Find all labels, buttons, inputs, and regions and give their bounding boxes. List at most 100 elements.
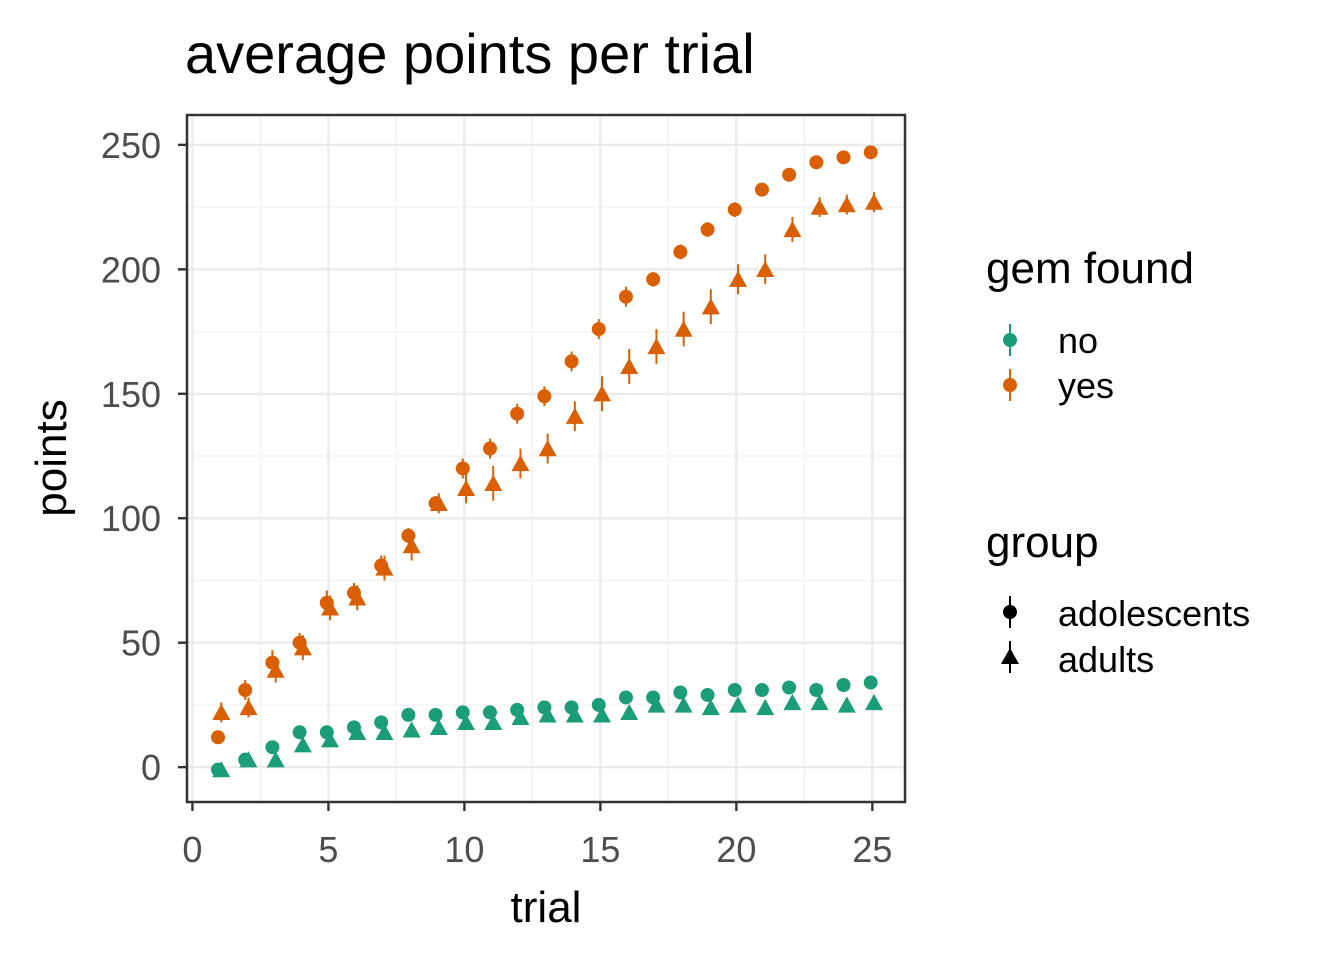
data-point-yes-adolescents [700,222,715,237]
x-tick-label: 15 [580,829,620,870]
data-point-no-adults [348,723,367,740]
grid [187,115,905,802]
x-tick-label: 0 [182,829,202,870]
data-point-yes-adolescents [646,272,661,287]
data-point-no-adolescents [809,682,824,697]
data-point-no-adolescents [700,687,715,702]
data-point-yes-adolescents [863,145,878,160]
data-point-no-adults [837,696,856,713]
data-point-yes-adults [701,298,720,315]
y-tick-label: 150 [101,374,161,415]
data-point-yes-adolescents [455,461,470,476]
data-point-yes-adolescents [537,389,552,404]
data-point-no-adults [375,723,394,740]
data-point-yes-adults [293,639,312,656]
x-tick-label: 20 [716,829,756,870]
y-tick-label: 100 [101,498,161,539]
data-point-no-adolescents [673,685,688,700]
data-point-no-adolescents [727,682,742,697]
data-point-yes-adults [375,559,394,576]
data-point-yes-adults [674,320,693,337]
data-point-yes-adults [484,474,503,492]
data-point-yes-adults [266,661,285,678]
data-point-no-adults [593,706,612,723]
data-point-no-adults [511,708,530,726]
data-point-yes-adolescents [754,182,769,197]
data-point-yes-adults [239,698,258,716]
data-point-yes-adults [565,407,584,424]
chart-title: average points per trial [185,22,755,85]
legend-no-swatch [1003,333,1017,347]
data-point-yes-adolescents [510,406,525,421]
data-point-no-adolescents [782,680,797,695]
data-point-yes-adolescents [211,730,226,745]
data-point-yes-adults [429,494,448,511]
data-point-yes-adolescents [564,354,579,369]
legend-adolescents-swatch [1003,605,1017,619]
data-point-no-adults [810,693,829,711]
legend-yes-swatch [1003,378,1017,392]
data-point-no-adults [239,751,258,768]
data-point-yes-adults [837,196,856,213]
data-point-no-adults [674,696,693,713]
data-point-no-adults [266,751,285,768]
data-point-yes-adolescents [836,150,851,165]
data-point-yes-adults [864,193,883,210]
data-point-yes-adolescents [809,155,824,170]
data-point-no-adolescents [863,675,878,690]
data-point-no-adolescents [618,690,633,705]
data-point-no-adults [402,721,421,738]
legend-group: group adolescents adults [986,518,1250,680]
data-point-no-adults [293,736,312,753]
data-point-yes-adolescents [727,202,742,217]
legend-yes-label: yes [1058,365,1114,406]
data-point-yes-adolescents [782,167,797,182]
legend-adults-label: adults [1058,639,1154,680]
data-point-no-adolescents [265,740,280,755]
x-axis-title: trial [511,883,582,932]
legend-gem-found: gem found no yes [986,244,1194,406]
data-point-yes-adults [538,440,557,457]
data-point-no-adults [457,713,476,730]
data-point-yes-adults [783,221,802,238]
data-point-no-adults [538,706,557,723]
data-point-yes-adolescents [482,441,497,456]
legend-adolescents-label: adolescents [1058,593,1250,634]
y-tick-label: 200 [101,249,161,290]
legend-group-title: group [986,518,1099,567]
data-point-yes-adults [647,337,666,355]
data-point-yes-adolescents [238,682,253,697]
data-point-no-adults [429,718,448,735]
plot-border [185,113,907,804]
data-point-no-adults [565,706,584,723]
y-tick-label: 250 [101,125,161,166]
data-point-yes-adults [457,479,476,497]
data-point-no-adults [729,696,748,713]
data-points [211,145,883,778]
data-point-yes-adults [729,270,748,287]
data-point-no-adults [484,713,503,730]
data-point-yes-adults [810,198,829,215]
x-tick-label: 10 [444,829,484,870]
data-point-no-adults [783,693,802,711]
data-point-no-adults [701,698,720,716]
data-point-yes-adolescents [673,244,688,259]
data-point-yes-adults [593,385,612,402]
y-tick-label: 50 [121,623,161,664]
data-point-yes-adults [321,599,340,616]
data-point-no-adults [756,698,775,716]
legend-adults-swatch [1001,648,1019,664]
data-point-no-adults [864,693,883,711]
legend-no-label: no [1058,320,1098,361]
plot-background [187,115,905,802]
data-point-yes-adolescents [591,322,606,337]
x-tick-label: 5 [318,829,338,870]
data-point-yes-adults [402,537,421,554]
data-point-no-adolescents [428,707,443,722]
x-tick-label: 25 [852,829,892,870]
data-point-yes-adults [212,703,231,721]
data-point-no-adults [212,761,231,778]
y-axis-title: points [27,399,76,516]
